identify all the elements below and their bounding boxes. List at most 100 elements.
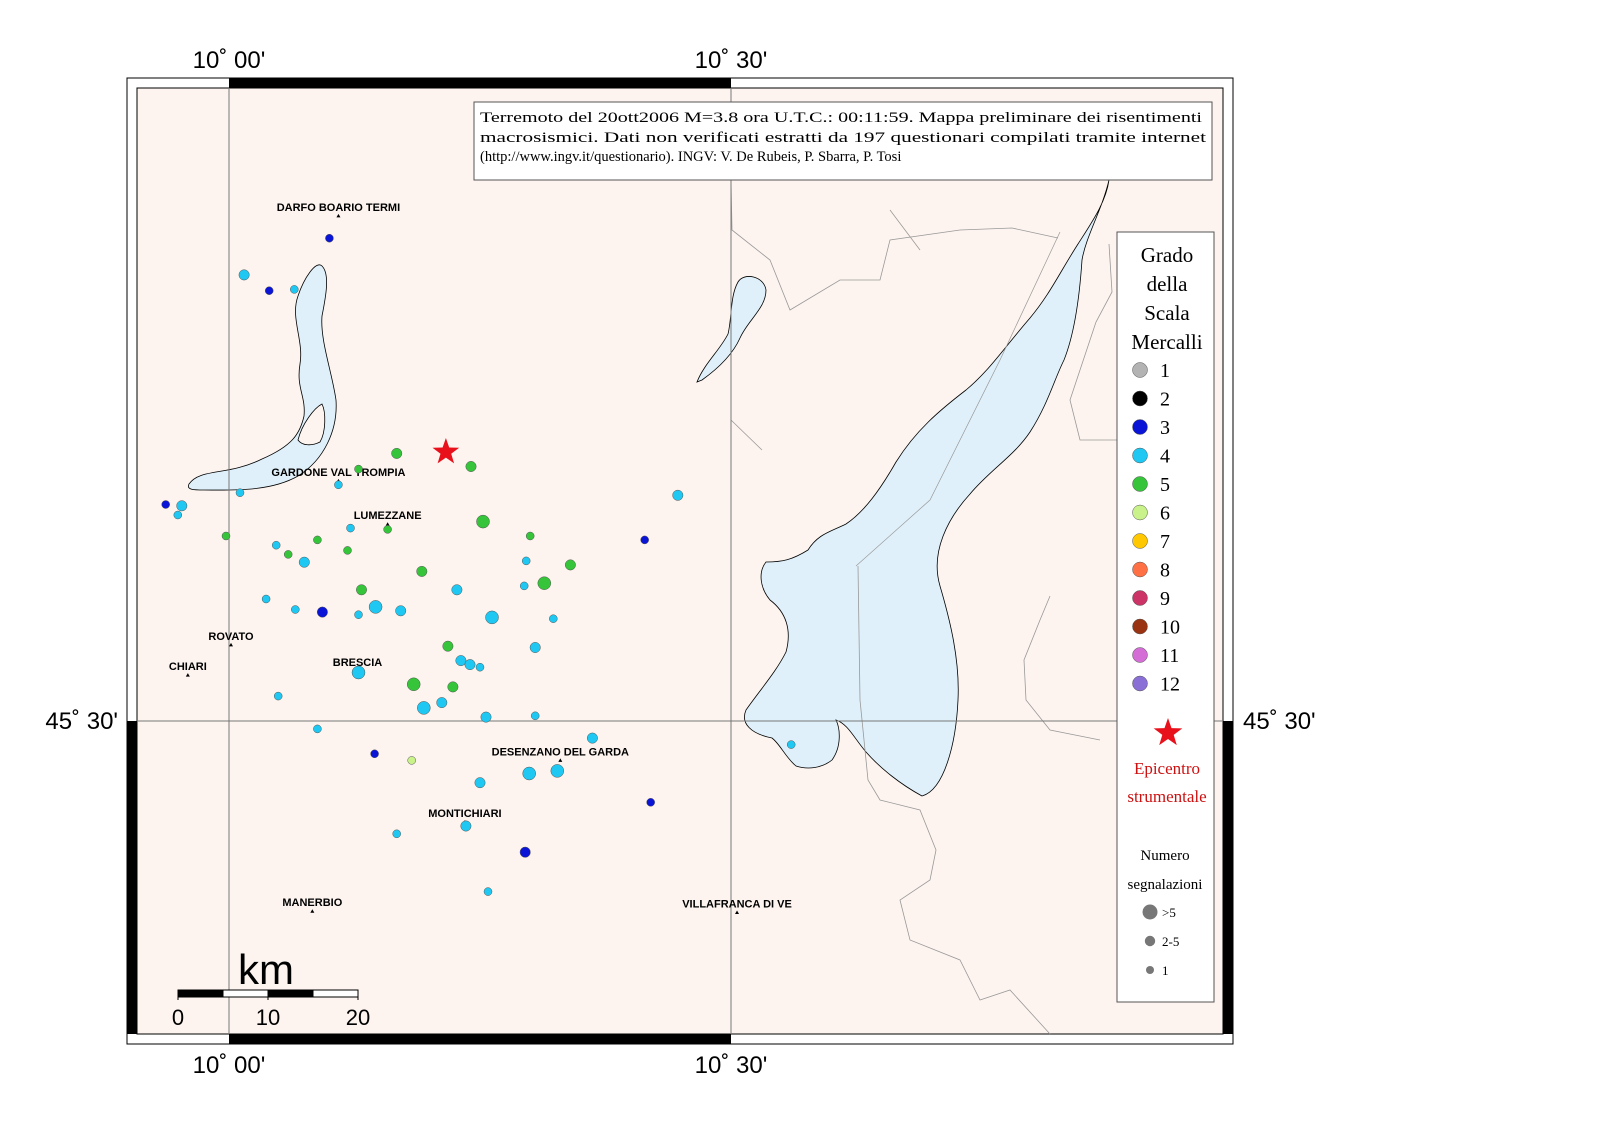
- observation-point-19: [283, 550, 293, 559]
- legend-count-3: >5: [1142, 904, 1176, 920]
- observation-point-15: [383, 525, 392, 534]
- scale-segment-2: [222, 989, 269, 998]
- observation-point-60: [786, 740, 796, 749]
- observation-point-62: [392, 829, 401, 839]
- legend-title-line: Mercalli: [1131, 330, 1202, 354]
- legend-grade-swatch: [1132, 533, 1148, 549]
- towns-layer: DARFO BOARIO TERMI GARDONE VAL TROMPIA LUM…: [169, 202, 792, 915]
- observation-point-0: [325, 233, 334, 243]
- info-note: Terremoto del 20ott2006 M=3.8 ora U.T.C.…: [473, 101, 1213, 181]
- scale-segment-3: [267, 989, 314, 998]
- observation-point-9: [161, 500, 170, 509]
- legend-grade-label: 7: [1160, 531, 1170, 553]
- town-marker-icon: [229, 642, 234, 647]
- observation-point-43: [529, 642, 541, 653]
- lake-iseo: [187, 264, 337, 491]
- observation-point-40: [455, 655, 467, 667]
- legend-grade-swatch: [1132, 447, 1148, 464]
- town-label: DESENZANO DEL GARDA: [492, 746, 629, 758]
- legend-count-swatch: [1142, 904, 1158, 920]
- town-marker-icon: [558, 758, 563, 762]
- epicenter-layer: [432, 438, 460, 464]
- info-note-box: [473, 101, 1213, 181]
- lon-label-bottom-left: 10˚ 00': [193, 1052, 266, 1079]
- land-area: [136, 87, 1224, 1035]
- observation-point-47: [273, 691, 283, 701]
- legend-grade-swatch: [1132, 647, 1148, 663]
- observation-point-30: [291, 605, 300, 614]
- observation-point-23: [521, 556, 531, 566]
- legend-title: Grado della Scala Mercalli: [1131, 243, 1202, 354]
- legend-grade-swatch: [1132, 476, 1148, 492]
- lat-label-left: 45˚ 30': [45, 708, 118, 735]
- legend-grade-label: 8: [1160, 560, 1170, 582]
- lake-garda: [744, 179, 1110, 797]
- observation-point-51: [530, 711, 540, 721]
- legend-grade-label: 6: [1160, 503, 1170, 525]
- lon-label-top-left: 10˚ 00': [193, 47, 266, 74]
- observation-point-11: [173, 510, 183, 520]
- legend-grade-2: 2: [1132, 389, 1170, 411]
- legend-epicenter: Epicentro strumentale: [1127, 718, 1207, 806]
- observation-point-12: [221, 531, 231, 541]
- town-3: ROVATO: [208, 631, 254, 647]
- town-2: LUMEZZANE: [354, 510, 422, 526]
- legend-grade-3: 3: [1132, 417, 1170, 439]
- observation-point-7: [334, 480, 343, 490]
- town-label: VILLAFRANCA DI VE: [682, 899, 792, 911]
- lat-label-right: 45˚ 30': [1243, 708, 1316, 735]
- observation-point-45: [406, 677, 421, 692]
- observation-point-21: [416, 565, 428, 577]
- observation-point-59: [646, 798, 655, 807]
- observation-point-55: [586, 732, 598, 744]
- observation-point-18: [343, 546, 352, 555]
- observation-point-3: [290, 285, 299, 294]
- legend-count-label: 1: [1162, 963, 1169, 978]
- legend-epicenter-label: strumentale: [1127, 787, 1206, 806]
- town-4: CHIARI: [169, 661, 207, 677]
- observation-point-57: [550, 764, 565, 778]
- legend-grade-label: 4: [1160, 446, 1170, 468]
- legend-counts: Numero segnalazioni >5 2-5 1: [1128, 848, 1203, 978]
- legend-grade-label: 10: [1160, 617, 1180, 639]
- town-label: DARFO BOARIO TERMI: [277, 202, 400, 214]
- legend-title-line: della: [1147, 272, 1188, 296]
- observation-point-25: [564, 559, 576, 571]
- legend-grade-swatch: [1132, 561, 1148, 578]
- legend-grade-8: 8: [1132, 560, 1170, 582]
- epicenter-star-icon: [432, 438, 460, 464]
- legend-grade-label: 1: [1160, 360, 1170, 382]
- legend-grade-swatch: [1132, 504, 1148, 521]
- legend-count-label: 2-5: [1162, 934, 1179, 949]
- legend-epicenter-star-icon: [1153, 718, 1183, 746]
- town-8: MANERBIO: [282, 897, 343, 913]
- town-marker-icon: [385, 522, 390, 526]
- legend-count-swatch: [1144, 935, 1156, 947]
- legend-grade-6: 6: [1132, 503, 1170, 525]
- observation-point-10: [176, 500, 188, 512]
- observation-point-56: [522, 766, 536, 781]
- map-border-bands: [127, 78, 1233, 1044]
- town-6: DESENZANO DEL GARDA: [492, 746, 629, 762]
- legend-grade-label: 11: [1160, 645, 1179, 667]
- scale-tick-10: 10: [256, 1005, 280, 1030]
- legend-title-line: Grado: [1141, 243, 1193, 267]
- scale-bar: km 0 10 20: [172, 946, 370, 1030]
- legend-grade-swatch: [1132, 362, 1148, 378]
- scale-segment-1: [177, 989, 224, 998]
- scale-tick-20: 20: [346, 1005, 370, 1030]
- observation-point-24: [537, 576, 552, 590]
- info-note-line-3: (http://www.ingv.it/questionario). INGV:…: [480, 149, 901, 165]
- observation-point-28: [356, 584, 367, 596]
- town-marker-icon: [185, 673, 190, 677]
- legend-box: [1116, 231, 1215, 1003]
- legend-grade-swatch: [1132, 590, 1148, 606]
- observation-point-53: [370, 749, 379, 759]
- observation-point-49: [436, 697, 448, 709]
- town-label: CHIARI: [169, 661, 207, 673]
- town-label: LUMEZZANE: [354, 510, 422, 522]
- observation-point-36: [485, 610, 499, 625]
- observation-point-16: [476, 514, 490, 529]
